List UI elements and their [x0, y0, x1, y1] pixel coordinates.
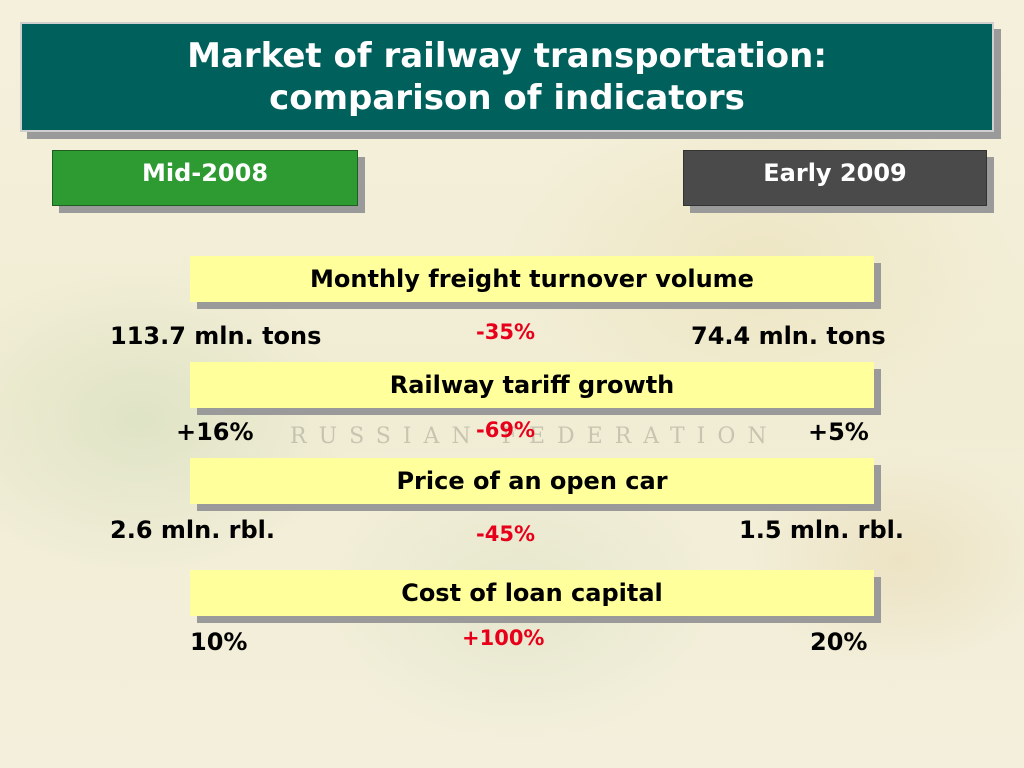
period-label-mid-2008: Mid-2008	[52, 150, 358, 206]
indicator-open-car-price: Price of an open car	[190, 458, 874, 504]
loan-capital-cost-2008: 10%	[190, 628, 248, 656]
slide-title: Market of railway transportation: compar…	[187, 35, 827, 119]
open-car-price-2009: 1.5 mln. rbl.	[739, 516, 905, 544]
title-line-2: comparison of indicators	[269, 78, 745, 118]
loan-capital-cost-2009: 20%	[810, 628, 868, 656]
indicator-tariff-growth: Railway tariff growth	[190, 362, 874, 408]
freight-turnover-change: -35%	[476, 320, 535, 344]
open-car-price-change: -45%	[476, 522, 535, 546]
title-line-1: Market of railway transportation:	[187, 36, 827, 76]
open-car-price-2008: 2.6 mln. rbl.	[110, 516, 276, 544]
indicator-freight-turnover: Monthly freight turnover volume	[190, 256, 874, 302]
period-label-early-2009: Early 2009	[683, 150, 987, 206]
loan-capital-cost-change: +100%	[462, 626, 545, 650]
map-label: RUSSIAN FEDERATION	[290, 424, 779, 449]
freight-turnover-2008: 113.7 mln. tons	[110, 322, 322, 350]
freight-turnover-2009: 74.4 mln. tons	[691, 322, 886, 350]
tariff-growth-change: -69%	[476, 418, 535, 442]
tariff-growth-2008: +16%	[176, 418, 254, 446]
tariff-growth-2009: +5%	[808, 418, 869, 446]
title-banner: Market of railway transportation: compar…	[20, 22, 994, 132]
indicator-loan-capital-cost: Cost of loan capital	[190, 570, 874, 616]
